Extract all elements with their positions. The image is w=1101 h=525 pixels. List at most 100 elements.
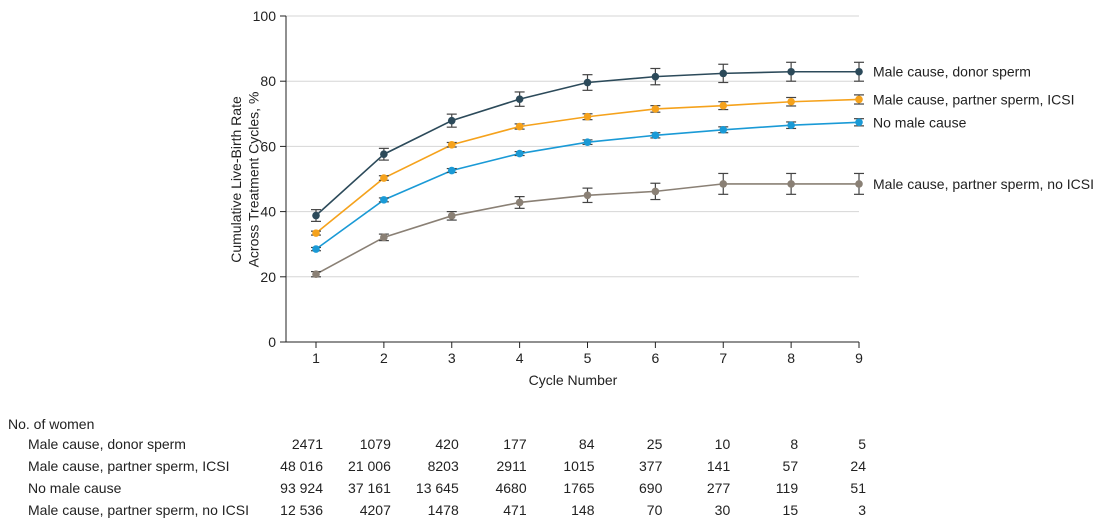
data-point (719, 69, 728, 78)
risk-cell: 8 (790, 436, 799, 452)
data-point (855, 67, 863, 76)
risk-row-label: Male cause, donor sperm (28, 436, 186, 452)
risk-row-label: No male cause (28, 480, 122, 496)
risk-cell: 377 (639, 458, 663, 474)
y-tick-label: 100 (253, 8, 277, 24)
data-point (515, 198, 524, 207)
risk-cell: 57 (782, 458, 799, 474)
data-point (855, 180, 863, 188)
x-axis-label: Cycle Number (528, 372, 618, 388)
risk-cell: 277 (706, 480, 731, 496)
risk-cell: 70 (646, 502, 663, 518)
x-tick-label: 9 (855, 350, 863, 366)
risk-cell: 93 924 (280, 480, 323, 496)
data-point (855, 95, 863, 104)
data-point (447, 140, 456, 149)
data-point (651, 72, 660, 81)
risk-cell: 119 (775, 480, 799, 496)
risk-cell: 25 (646, 436, 663, 452)
data-point (583, 138, 592, 146)
x-tick-label: 3 (448, 350, 456, 366)
series-1: Male cause, donor sperm (311, 61, 1031, 222)
data-point (787, 97, 795, 106)
data-point (380, 233, 388, 242)
risk-cell: 12 536 (280, 502, 323, 518)
risk-cell: 24 (850, 458, 866, 474)
y-tick-label: 40 (260, 204, 276, 220)
risk-cell: 420 (435, 436, 459, 452)
data-point (855, 118, 863, 127)
risk-cell: 21 006 (348, 458, 391, 474)
data-point (312, 211, 320, 220)
risk-cell: 1765 (563, 480, 595, 496)
risk-row-label: Male cause, partner sperm, ICSI (28, 458, 230, 474)
risk-row-label: Male cause, partner sperm, no ICSI (28, 502, 249, 518)
risk-cell: 1015 (563, 458, 595, 474)
risk-cell: 2471 (291, 436, 323, 452)
risk-cell: 177 (503, 436, 527, 452)
series-label: Male cause, partner sperm, ICSI (873, 91, 1075, 107)
x-tick-label: 7 (719, 350, 727, 366)
risk-cell: 30 (714, 502, 731, 518)
risk-cell: 1079 (359, 436, 391, 452)
y-tick-label: 20 (260, 269, 276, 285)
risk-cell: 15 (782, 502, 799, 518)
series-4: Male cause, partner sperm, no ICSI (311, 172, 1094, 278)
data-point (583, 191, 592, 200)
risk-cell: 13 645 (415, 480, 459, 496)
data-point (651, 105, 660, 113)
series-label: Male cause, partner sperm, no ICSI (873, 176, 1094, 192)
risk-cell: 471 (503, 502, 527, 518)
y-tick-label: 0 (268, 334, 276, 350)
data-point (719, 125, 728, 134)
data-point (447, 116, 456, 125)
series-label: No male cause (873, 114, 967, 130)
risk-cell: 4680 (495, 480, 527, 496)
y-tick-label: 60 (260, 138, 276, 154)
risk-table-row: No male cause 93 924 37 161 13 645 4680 1765 6… (28, 480, 888, 502)
risk-cell: 141 (706, 458, 731, 474)
data-point (651, 187, 660, 196)
x-tick-label: 4 (516, 350, 524, 366)
data-point (787, 121, 795, 130)
data-point (312, 270, 320, 278)
risk-cell: 148 (571, 502, 595, 518)
risk-cell: 8203 (427, 458, 459, 474)
data-point (380, 174, 388, 182)
risk-table-title: No. of women (8, 416, 95, 432)
risk-table-row: Male cause, donor sperm 2471 1079 420 177 84 2… (28, 436, 888, 458)
risk-cell: 37 161 (348, 480, 391, 496)
data-point (380, 150, 388, 159)
risk-cell: 5 (858, 436, 866, 452)
y-axis-label-line-2: Across Treatment Cycles, % (245, 91, 262, 267)
x-tick-label: 8 (787, 350, 795, 366)
data-point (651, 131, 660, 140)
risk-cell: 2911 (496, 458, 527, 474)
data-point (515, 95, 524, 103)
data-point (380, 196, 388, 204)
series-label: Male cause, donor sperm (873, 64, 1031, 80)
data-point (312, 245, 320, 253)
risk-cell: 690 (639, 480, 663, 496)
risk-table-row: Male cause, partner sperm, no ICSI 12 536… (28, 502, 888, 524)
risk-cell: 4207 (359, 502, 391, 518)
risk-cell: 10 (714, 436, 731, 452)
data-point (583, 78, 592, 87)
risk-cell: 51 (850, 480, 866, 496)
data-point (719, 180, 728, 188)
y-axis-label: Cumulative Live-Birth Rate Across Treatm… (214, 0, 284, 345)
x-tick-label: 5 (584, 350, 592, 366)
data-point (312, 229, 320, 237)
x-tick-label: 1 (312, 350, 320, 366)
data-point (515, 149, 524, 158)
chart: 0 20 40 60 80 100 1 2 3 4 5 6 7 8 9 Male cause, donor s… (253, 8, 1094, 366)
x-tick-label: 2 (380, 350, 388, 366)
y-axis-label-line-1: Cumulative Live-Birth Rate (227, 95, 244, 263)
x-tick-label: 6 (651, 350, 659, 366)
data-point (447, 166, 456, 175)
risk-table-row: Male cause, partner sperm, ICSI 48 016 21 … (28, 458, 888, 480)
y-tick-label: 80 (260, 73, 276, 89)
risk-cell: 1478 (427, 502, 459, 518)
data-point (583, 112, 592, 121)
risk-cell: 3 (858, 502, 866, 518)
